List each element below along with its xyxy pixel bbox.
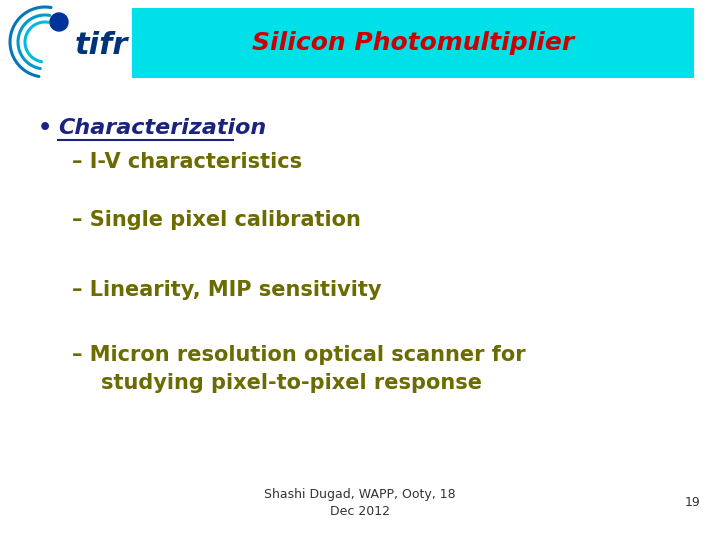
Text: Silicon Photomultiplier: Silicon Photomultiplier [252,31,574,55]
Text: – I-V characteristics: – I-V characteristics [72,152,302,172]
Text: Shashi Dugad, WAPP, Ooty, 18
Dec 2012: Shashi Dugad, WAPP, Ooty, 18 Dec 2012 [264,488,456,518]
Text: 19: 19 [684,496,700,510]
Text: •: • [38,118,53,138]
Text: – Single pixel calibration: – Single pixel calibration [72,210,361,230]
Text: tifr: tifr [75,31,128,60]
Text: – Linearity, MIP sensitivity: – Linearity, MIP sensitivity [72,280,382,300]
Text: Characterization: Characterization [58,118,266,138]
Circle shape [50,13,68,31]
FancyBboxPatch shape [132,8,694,78]
Text: – Micron resolution optical scanner for
    studying pixel-to-pixel response: – Micron resolution optical scanner for … [72,345,526,393]
